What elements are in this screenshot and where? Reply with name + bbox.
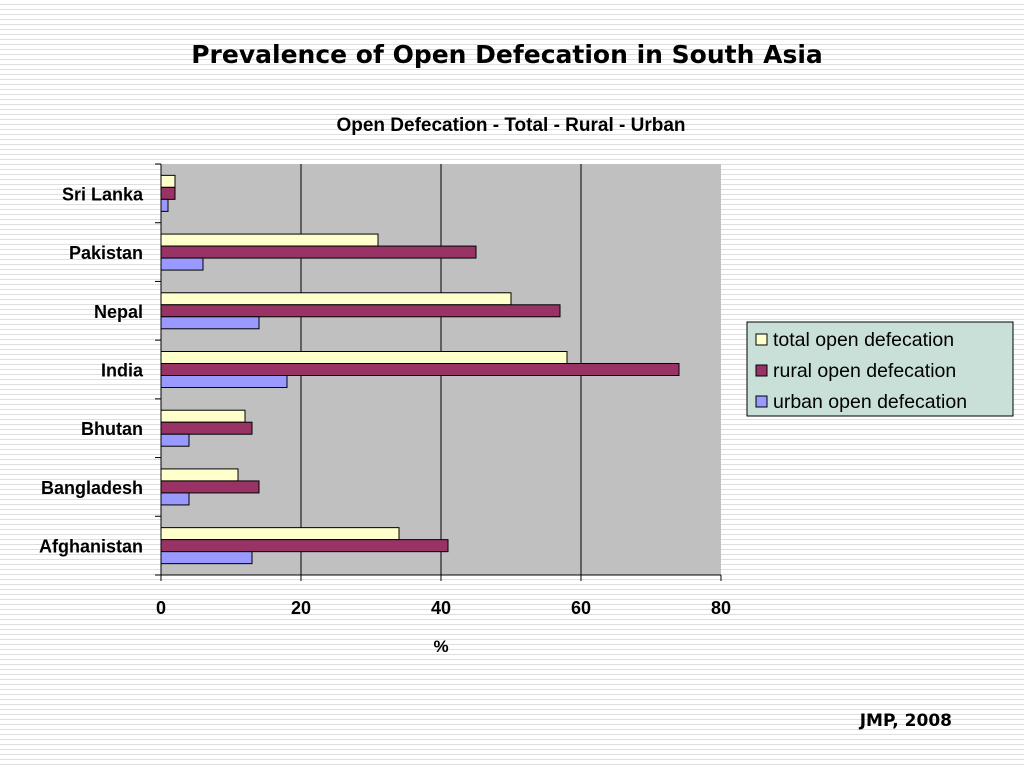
- bar-pakistan-series-2: [160, 245, 477, 259]
- bar-afghanistan-series-1: [160, 527, 400, 541]
- bar-india-series-2: [160, 363, 680, 376]
- bar-nepal-series-3: [160, 316, 260, 330]
- slide-title: Prevalence of Open Defecation in South A…: [191, 40, 823, 69]
- bar-bangladesh-series-1: [160, 468, 239, 482]
- x-tick-label: 0: [156, 598, 166, 618]
- y-tick-label: India: [101, 361, 144, 381]
- y-tick-label: Afghanistan: [39, 537, 143, 557]
- bar-sri-lanka-series-2: [160, 186, 176, 200]
- legend-label-2: rural open defecation: [773, 360, 956, 382]
- legend-label-3: urban open defecation: [773, 391, 967, 413]
- y-tick-label: Bhutan: [81, 419, 143, 439]
- x-tick-label: 80: [711, 598, 731, 618]
- legend-box: [746, 321, 1014, 417]
- bar-bhutan-series-1: [160, 409, 246, 423]
- bar-pakistan-series-1: [160, 233, 379, 247]
- x-tick-label: 20: [291, 598, 311, 618]
- x-tick-label: 60: [571, 598, 591, 618]
- chart-title: Open Defecation - Total - Rural - Urban: [336, 115, 685, 136]
- x-axis-label: %: [433, 637, 448, 656]
- bar-sri-lanka-series-1: [160, 174, 176, 188]
- bar-bangladesh-series-3: [160, 492, 190, 506]
- legend: total open defecation rural open defecati…: [746, 321, 1014, 417]
- y-tick-label: Nepal: [94, 302, 143, 322]
- y-tick-label: Bangladesh: [41, 478, 143, 498]
- legend-label-1: total open defecation: [773, 329, 954, 351]
- bar-bhutan-series-2: [160, 421, 253, 435]
- plot-area: Sri Lanka Pakistan Nepal India Bhutan Banglad…: [39, 163, 731, 618]
- x-tick-label: 40: [431, 598, 451, 618]
- bar-pakistan-series-3: [160, 257, 204, 271]
- source-citation: JMP, 2008: [859, 711, 952, 731]
- bar-nepal-series-1: [160, 292, 512, 306]
- bar-sri-lanka-series-3: [160, 198, 169, 212]
- y-tick-label: Sri Lanka: [62, 184, 144, 204]
- bar-afghanistan-series-2: [160, 539, 449, 553]
- bar-bangladesh-series-2: [160, 480, 260, 494]
- bar-afghanistan-series-3: [160, 551, 253, 565]
- y-tick-label: Pakistan: [69, 243, 143, 263]
- legend-swatch-3: [755, 395, 768, 408]
- legend-swatch-2: [755, 364, 768, 377]
- bar-india-series-1: [160, 351, 568, 364]
- bar-india-series-3: [160, 375, 288, 388]
- legend-swatch-1: [755, 333, 768, 346]
- bar-nepal-series-2: [160, 304, 561, 318]
- bar-bhutan-series-3: [160, 433, 190, 447]
